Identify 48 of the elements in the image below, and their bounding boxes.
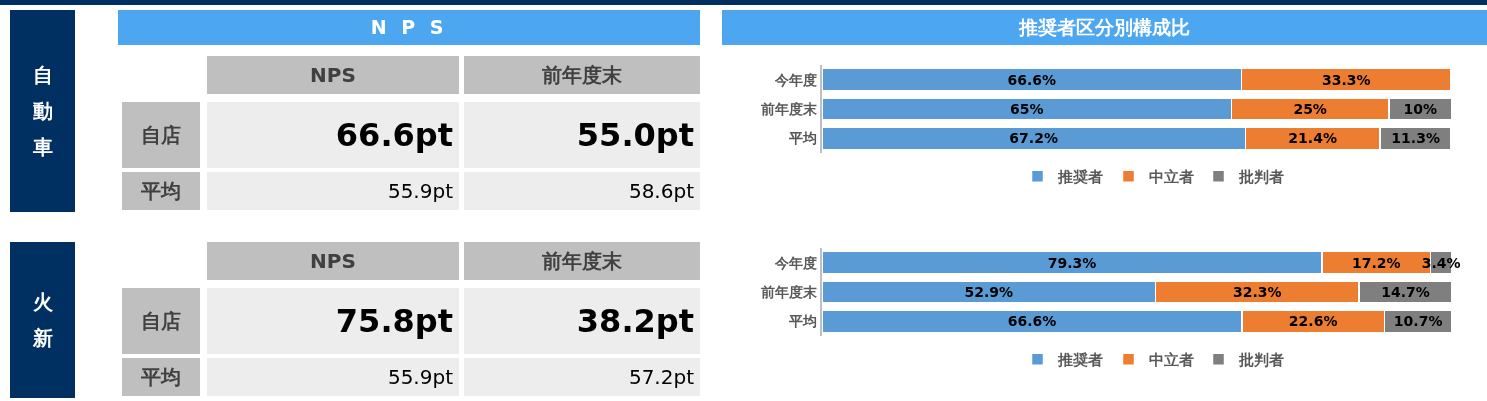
legend-label: 推奨者 bbox=[1056, 168, 1103, 187]
data-label: 79.3% bbox=[1047, 254, 1097, 271]
data-label: 11.3% bbox=[1391, 130, 1440, 147]
legend-label: 中立者 bbox=[1148, 168, 1194, 187]
text: 38.2pt bbox=[464, 288, 700, 354]
y-tick-label: 平均 bbox=[788, 130, 818, 147]
text: N P S bbox=[118, 10, 700, 45]
text: 55.9pt bbox=[207, 172, 459, 210]
legend-label: 推奨者 bbox=[1056, 351, 1103, 370]
data-label: 66.6% bbox=[1007, 313, 1057, 330]
text: 55.0pt bbox=[464, 102, 700, 168]
legend-label: 中立者 bbox=[1148, 351, 1194, 370]
data-label: 67.2% bbox=[1009, 130, 1058, 147]
text: 自店 bbox=[122, 288, 200, 354]
chart-title: 推奨者区分別構成比 bbox=[722, 10, 1487, 45]
data-label: 10.7% bbox=[1393, 313, 1443, 330]
legend-label: 批判者 bbox=[1237, 168, 1284, 187]
text: 75.8pt bbox=[207, 288, 459, 354]
data-label: 66.6% bbox=[1007, 71, 1057, 88]
data-label: 25% bbox=[1293, 101, 1327, 117]
data-label: 22.6% bbox=[1288, 313, 1338, 330]
y-tick-label: 今年度 bbox=[774, 71, 818, 88]
y-tick-label: 前年度末 bbox=[760, 283, 819, 300]
data-label: 65% bbox=[1009, 101, 1044, 117]
side-panel: 自動車 bbox=[10, 10, 75, 212]
text: NPS bbox=[207, 242, 459, 280]
side-panel: 火新 bbox=[10, 242, 75, 398]
text: 58.6pt bbox=[464, 172, 700, 210]
text: 前年度末 bbox=[464, 56, 700, 94]
text: 平均 bbox=[122, 172, 200, 210]
text: 66.6pt bbox=[207, 102, 459, 168]
text: 57.2pt bbox=[464, 358, 700, 396]
data-label: 14.7% bbox=[1381, 284, 1430, 300]
data-label: 33.3% bbox=[1322, 71, 1371, 88]
y-tick-label: 今年度 bbox=[774, 254, 818, 271]
text: 前年度末 bbox=[464, 242, 700, 280]
data-label: 52.9% bbox=[964, 284, 1014, 300]
data-label: 17.2% bbox=[1351, 254, 1401, 271]
text: 平均 bbox=[122, 358, 200, 396]
data-label: 21.4% bbox=[1288, 130, 1337, 147]
text: 55.9pt bbox=[207, 358, 459, 396]
y-tick-label: 平均 bbox=[788, 313, 818, 330]
data-label: 10% bbox=[1403, 101, 1438, 117]
legend-label: 批判者 bbox=[1237, 351, 1284, 370]
y-tick-label: 前年度末 bbox=[760, 100, 819, 117]
data-label: 32.3% bbox=[1233, 284, 1282, 300]
text: 自店 bbox=[122, 102, 200, 168]
text: NPS bbox=[207, 56, 459, 94]
